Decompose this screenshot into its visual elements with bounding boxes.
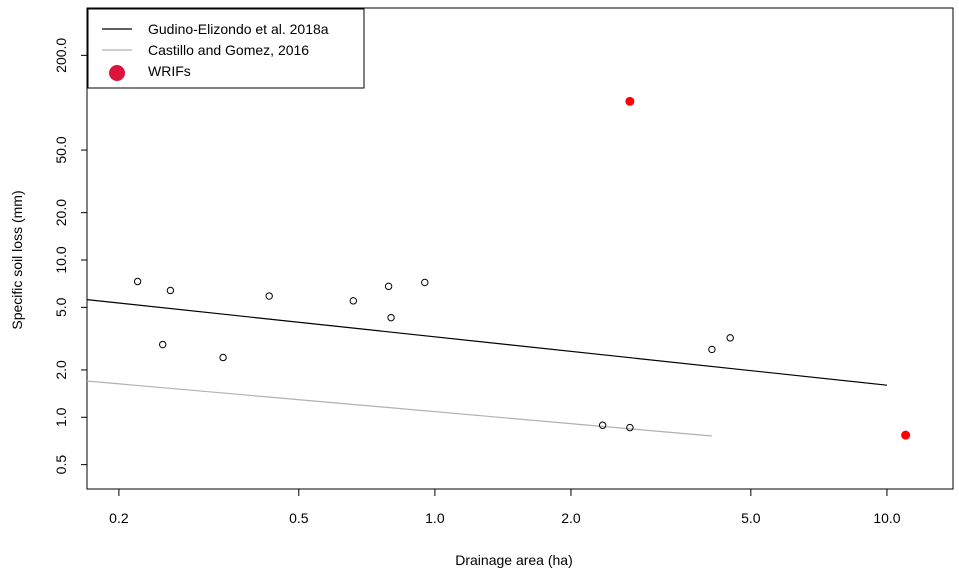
y-tick-label: 200.0 <box>53 38 69 73</box>
data-point <box>598 421 607 429</box>
y-tick-label: 1.0 <box>53 407 69 427</box>
plot-frame <box>86 7 954 490</box>
data-point <box>708 345 716 354</box>
x-axis: 0.2 0.5 1.0 2.0 5.0 10.0 <box>109 489 901 526</box>
y-axis-title: Specific soil loss (mm) <box>9 190 25 329</box>
x-tick-label: 2.0 <box>561 510 581 526</box>
x-tick-label: 10.0 <box>873 510 900 526</box>
legend-box <box>87 8 365 89</box>
data-point <box>387 313 395 322</box>
legend: Gudino-Elizondo et al. 2018a Castillo and… <box>87 8 365 89</box>
series-layer <box>86 96 911 440</box>
y-axis: 0.5 1.0 2.0 5.0 10.0 20.0 50.0 200.0 <box>53 38 87 475</box>
y-tick-label: 5.0 <box>53 297 69 317</box>
x-axis-title: Drainage area (ha) <box>455 552 573 568</box>
y-tick-label: 2.0 <box>53 360 69 380</box>
data-point <box>166 286 175 295</box>
x-tick-label: 0.2 <box>109 510 129 526</box>
data-point <box>349 297 358 305</box>
data-point <box>421 278 429 287</box>
legend-label: WRIFs <box>148 63 191 79</box>
legend-label: Castillo and Gomez, 2016 <box>148 42 309 58</box>
data-point <box>384 282 393 291</box>
data-point <box>265 292 273 300</box>
wrif-point <box>625 96 635 106</box>
x-tick-label: 0.5 <box>289 510 309 526</box>
x-tick-label: 1.0 <box>425 510 445 526</box>
series-1-line <box>86 380 712 437</box>
data-point <box>626 423 634 432</box>
legend-label: Gudino-Elizondo et al. 2018a <box>148 21 329 37</box>
series-0-line <box>86 299 888 386</box>
data-point <box>219 353 227 362</box>
wrif-point <box>901 430 911 440</box>
x-tick-label: 5.0 <box>741 510 761 526</box>
y-tick-label: 50.0 <box>53 136 69 163</box>
data-point <box>159 340 167 349</box>
data-point <box>726 334 734 342</box>
y-tick-label: 0.5 <box>53 455 69 475</box>
y-tick-label: 20.0 <box>53 199 69 226</box>
data-point <box>133 277 142 286</box>
legend-dot-swatch <box>109 65 125 81</box>
y-tick-label: 10.0 <box>53 246 69 273</box>
